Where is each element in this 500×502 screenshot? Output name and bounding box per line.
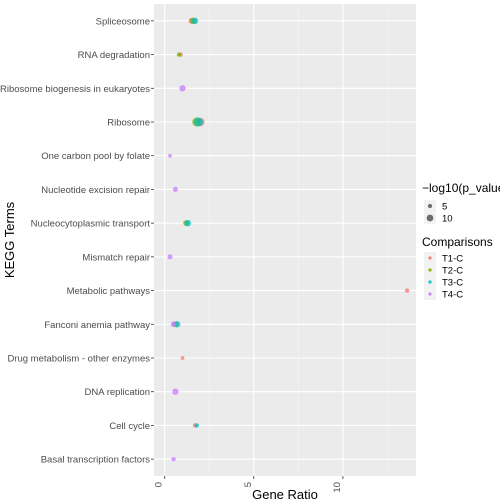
y-tick-label: Mismatch repair — [82, 252, 150, 263]
color-legend-dot — [428, 256, 432, 260]
x-tick-label: 10 — [332, 482, 343, 493]
x-tick-label: 5 — [243, 482, 254, 487]
x-axis: 0 5 10 — [154, 476, 344, 493]
y-tick-label: Spliceosome — [96, 16, 150, 27]
y-tick-label: Fanconi anemia pathway — [44, 320, 150, 331]
color-legend-label: T1-C — [442, 254, 463, 265]
color-legend-label: T3-C — [442, 278, 463, 289]
y-tick-label: Basal transcription factors — [41, 455, 151, 466]
y-tick-label: Ribosome — [107, 118, 150, 129]
y-tick-label: Metabolic pathways — [67, 286, 151, 297]
y-tick-label: Drug metabolism - other enzymes — [7, 354, 150, 365]
data-point — [179, 85, 186, 92]
color-legend-dot — [428, 280, 432, 284]
y-tick-label: One carbon pool by folate — [41, 151, 150, 162]
color-legend-label: T4-C — [442, 290, 463, 301]
data-point — [171, 456, 176, 462]
data-point — [180, 356, 185, 360]
y-axis: Spliceosome RNA degradation Ribosome bioge… — [0, 16, 154, 466]
data-point — [172, 186, 178, 192]
data-point — [404, 288, 410, 293]
color-legend-keys: T1-CT2-CT3-CT4-C — [424, 252, 463, 301]
data-point — [194, 117, 204, 127]
size-legend-dot — [427, 203, 433, 209]
size-legend-label: 10 — [442, 214, 453, 225]
y-axis-label: KEGG Terms — [2, 201, 17, 278]
size-legend-title: −log10(p_value) — [422, 181, 500, 195]
size-legend-label: 5 — [442, 202, 447, 213]
y-tick-label: Nucleotide excision repair — [41, 185, 150, 196]
color-legend-dot — [428, 292, 432, 296]
size-legend-keys: 510 — [424, 200, 453, 225]
data-points — [167, 17, 410, 462]
y-tick-label: RNA degradation — [78, 50, 150, 61]
data-point — [168, 153, 172, 158]
plot-panel — [154, 4, 416, 476]
legend: −log10(p_value) 510 Comparisons T1-CT2-C… — [422, 181, 500, 301]
data-point — [172, 388, 179, 395]
size-legend-dot — [426, 214, 434, 222]
y-tick-label: DNA replication — [85, 387, 150, 398]
color-legend-dot — [428, 268, 432, 272]
y-tick-label: Ribosome biogenesis in eukaryotes — [0, 84, 150, 95]
data-point — [170, 321, 177, 328]
data-point — [176, 52, 182, 57]
data-point — [167, 254, 173, 260]
x-axis-label: Gene Ratio — [252, 487, 318, 502]
data-point — [194, 423, 199, 428]
color-legend-title: Comparisons — [422, 235, 493, 249]
y-tick-label: Cell cycle — [109, 421, 150, 432]
grid-lines — [154, 4, 416, 476]
color-legend-label: T2-C — [442, 266, 463, 277]
data-point — [184, 219, 192, 227]
data-point — [191, 17, 199, 25]
y-tick-label: Nucleocytoplasmic transport — [31, 219, 151, 230]
x-tick-label: 0 — [154, 482, 165, 487]
